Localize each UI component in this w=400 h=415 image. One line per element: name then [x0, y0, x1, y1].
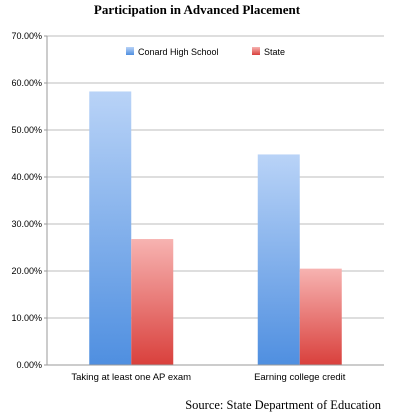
legend-label-state: State — [264, 47, 285, 57]
source-note: Source: State Department of Education — [185, 398, 382, 412]
y-tick-label: 40.00% — [11, 172, 42, 182]
y-tick-label: 60.00% — [11, 78, 42, 88]
bar-state-1 — [131, 239, 174, 365]
legend-label-conard: Conard High School — [138, 47, 219, 57]
bar-conard-1 — [89, 91, 132, 366]
x-category-label: Earning college credit — [254, 372, 346, 383]
bar-conard-2 — [257, 154, 300, 365]
legend: Conard High School State — [126, 47, 285, 57]
y-tick-label: 50.00% — [11, 125, 42, 135]
x-category-label: Taking at least one AP exam — [71, 372, 191, 383]
y-tick-label: 20.00% — [11, 266, 42, 276]
bar-state-2 — [299, 268, 342, 365]
legend-swatch-state — [252, 47, 260, 55]
y-tick-label: 0.00% — [16, 360, 42, 370]
y-axis-ticks: 0.00% 10.00% 20.00% 30.00% 40.00% 50.00% 60.00… — [11, 31, 47, 370]
y-tick-label: 10.00% — [11, 313, 42, 323]
x-axis-categories: Taking at least one AP exam Earning colle… — [71, 372, 345, 383]
y-tick-label: 70.00% — [11, 31, 42, 41]
chart-title: Participation in Advanced Placement — [94, 2, 301, 17]
y-tick-label: 30.00% — [11, 219, 42, 229]
legend-swatch-conard — [126, 47, 134, 55]
bars — [89, 91, 342, 366]
